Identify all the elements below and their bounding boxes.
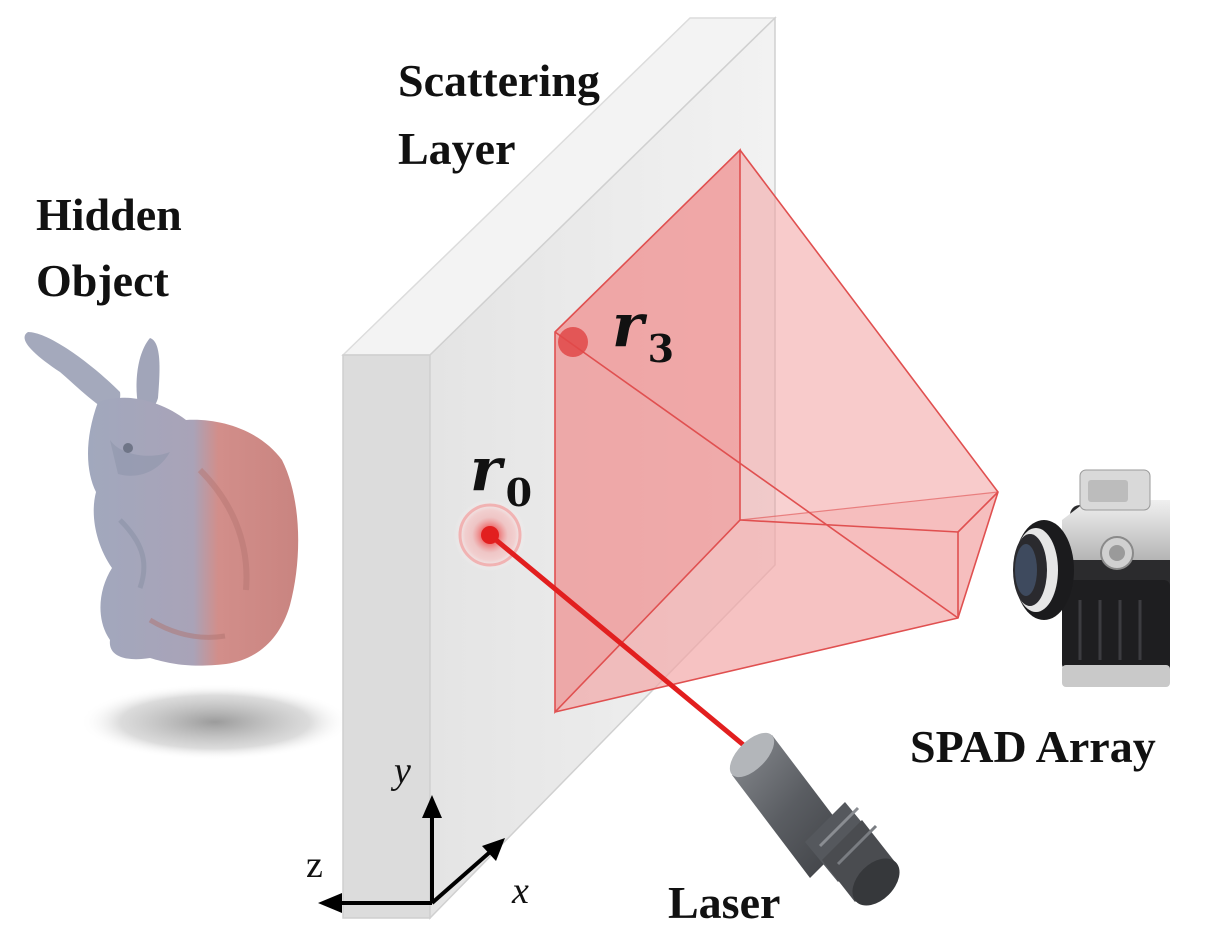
r3-point: [558, 327, 588, 357]
r0-label-subscript: 0: [505, 470, 533, 515]
r3-label-subscript: 3: [647, 326, 675, 371]
r3-label: r 3: [612, 296, 674, 368]
laser-beam: [487, 532, 755, 755]
coordinate-axes: [318, 795, 505, 913]
hidden-object-label-line1: Hidden: [36, 189, 182, 240]
scattering-layer-label-line1: Scattering: [398, 55, 600, 106]
spad-camera: [1013, 469, 1170, 687]
scattering-layer-label-line2: Layer: [398, 123, 516, 174]
r0-label: r 0: [470, 440, 532, 512]
wall-front-face: [342, 354, 431, 919]
camera-frustum: [554, 148, 999, 714]
r0-label-base: r: [470, 435, 502, 505]
hidden-object-label-line2: Object: [36, 255, 169, 306]
axis-z-label: z: [306, 844, 323, 886]
axis-y-label: y: [394, 750, 411, 792]
bunny-shadow: [80, 684, 350, 760]
laser-device: [729, 732, 900, 906]
hidden-object-bunny: [24, 332, 299, 666]
laser-label: Laser: [668, 877, 781, 928]
spad-array-label: SPAD Array: [910, 721, 1156, 772]
r3-label-base: r: [612, 291, 644, 361]
axis-x-label: x: [512, 870, 529, 912]
